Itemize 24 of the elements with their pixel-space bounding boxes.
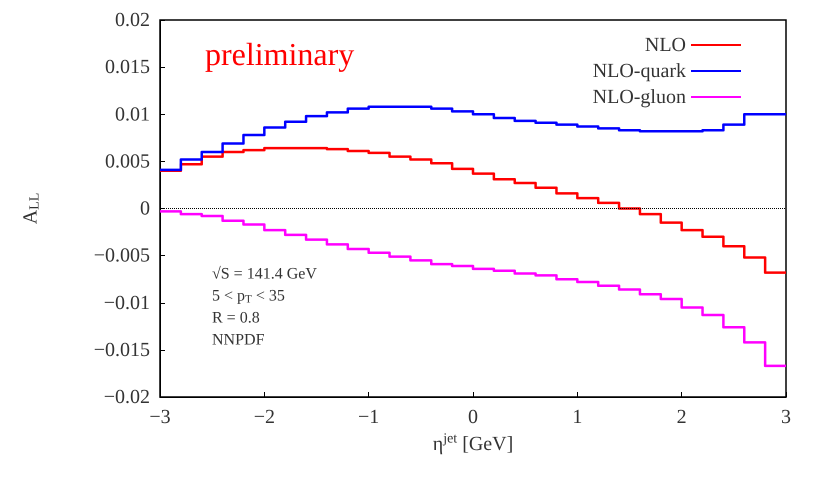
y-tick-label: 0.015 xyxy=(105,56,150,78)
annotation: √S = 141.4 GeV xyxy=(212,266,318,282)
y-tick-label: 0.02 xyxy=(115,9,150,31)
y-tick-label: −0.015 xyxy=(94,338,150,361)
y-tick-label: 0.005 xyxy=(105,150,150,172)
annotation: preliminary xyxy=(205,36,354,72)
legend-label: NLO-gluon xyxy=(592,86,686,108)
y-axis-title: ALL xyxy=(20,192,42,224)
y-tick-label: 0 xyxy=(140,198,150,220)
annotation: R = 0.8 xyxy=(212,310,260,326)
legend-label: NLO-quark xyxy=(592,60,686,82)
legend-label: NLO xyxy=(644,34,686,56)
y-tick-label: −0.005 xyxy=(94,244,150,267)
x-tick-label: 3 xyxy=(781,406,791,428)
x-tick-label: −2 xyxy=(254,406,275,428)
x-tick-label: −1 xyxy=(358,406,380,428)
annotation: NNPDF xyxy=(212,332,265,348)
y-tick-label: −0.02 xyxy=(104,386,150,408)
y-tick-label: 0.01 xyxy=(115,103,150,126)
x-tick-label: 2 xyxy=(676,406,687,428)
x-tick-label: 0 xyxy=(468,406,478,428)
x-tick-label: 1 xyxy=(572,406,582,428)
x-tick-label: −3 xyxy=(149,406,171,428)
y-tick-label: −0.01 xyxy=(104,292,150,314)
